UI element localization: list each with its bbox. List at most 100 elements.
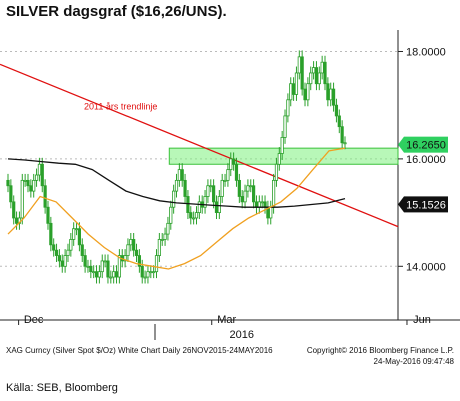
- candle-body: [217, 196, 221, 213]
- candle-body: [60, 260, 64, 267]
- candle-body: [194, 212, 199, 219]
- candle-body: [37, 163, 42, 176]
- last-price-label-pointer: [398, 136, 404, 153]
- labels-layer: 16.2650 15.1526: [398, 136, 448, 213]
- candle-body: [340, 126, 344, 144]
- trendline: [0, 63, 399, 228]
- candle-body: [192, 217, 196, 220]
- candle-body: [206, 185, 210, 197]
- candle-body: [189, 212, 193, 219]
- candle-body: [20, 179, 24, 219]
- y-tick-label: 14.0000: [406, 261, 446, 273]
- x-tick-label: Dec: [24, 314, 44, 326]
- x-tick-label: Mar: [217, 314, 236, 326]
- candle-body: [72, 228, 76, 240]
- candle-body: [329, 88, 333, 101]
- candle-body: [331, 88, 336, 106]
- candle-body: [203, 196, 207, 208]
- candle-body: [169, 206, 173, 224]
- candle-body: [337, 115, 341, 128]
- ma-price-label: 15.1526: [406, 199, 446, 211]
- candle-body: [280, 137, 284, 154]
- candle-body: [40, 163, 44, 187]
- candle-body: [77, 228, 81, 246]
- candle-body: [66, 249, 70, 256]
- candle-body: [172, 190, 176, 208]
- x-tick-label: Jun: [413, 314, 431, 326]
- candle-body: [152, 271, 156, 274]
- source-note: Källa: SEB, Bloomberg: [6, 382, 118, 394]
- candle-body: [146, 271, 150, 278]
- candle-body: [326, 83, 330, 101]
- footer-left: XAG Curncy (Silver Spot $/Oz) White Char…: [6, 346, 273, 355]
- candle-body: [311, 67, 316, 74]
- candle-body: [220, 179, 224, 197]
- candle-body: [109, 276, 113, 279]
- candle-body: [246, 185, 250, 192]
- candle-body: [34, 174, 39, 181]
- candle-body: [129, 239, 133, 246]
- candle-body: [229, 158, 233, 171]
- candle-body: [186, 196, 190, 213]
- candle-body: [214, 201, 219, 213]
- candle-body: [297, 56, 301, 74]
- candle-body: [32, 179, 36, 192]
- candle-body: [163, 233, 167, 240]
- candle-body: [232, 158, 236, 165]
- candle-body: [112, 271, 116, 278]
- candle-body: [54, 249, 59, 256]
- candle-body: [57, 255, 62, 262]
- candle-body: [252, 185, 256, 203]
- candle-body: [140, 265, 144, 278]
- candle-body: [294, 72, 299, 95]
- candle-body: [100, 260, 104, 273]
- candle-body: [277, 153, 281, 165]
- candle-body: [23, 179, 27, 182]
- candle-body: [243, 190, 247, 203]
- candle-body: [117, 255, 121, 278]
- trendline-label: 2011 års trendlinje: [84, 101, 157, 111]
- ma-long-line: [7, 147, 346, 270]
- candle-body: [223, 179, 227, 182]
- candle-body: [183, 179, 187, 197]
- candle-body: [6, 179, 10, 187]
- candle-body: [69, 239, 73, 251]
- candle-body: [97, 271, 101, 278]
- candle-body: [249, 185, 253, 188]
- candle-body: [114, 271, 119, 278]
- candle-body: [14, 217, 19, 224]
- candle-body: [160, 239, 164, 241]
- candle-body: [257, 201, 261, 208]
- candle-body: [52, 244, 56, 251]
- candle-body: [123, 255, 127, 262]
- candle-body: [43, 185, 47, 208]
- candle-body: [209, 185, 213, 188]
- candle-body: [317, 72, 321, 85]
- candle-body: [157, 239, 161, 256]
- candle-body: [106, 260, 110, 278]
- candle-body: [180, 169, 184, 181]
- candle-body: [240, 196, 244, 203]
- candle-body: [46, 206, 50, 224]
- candle-body: [269, 206, 273, 219]
- x-year-label: 2016: [229, 329, 253, 341]
- candle-body: [26, 179, 30, 187]
- y-tick-label: 16.0000: [406, 154, 446, 166]
- y-tick-label: 18.0000: [406, 46, 446, 58]
- candle-body: [177, 169, 181, 181]
- last-price-label-box: [404, 136, 448, 153]
- ma-price-label-box: [404, 196, 448, 213]
- candle-body: [320, 61, 324, 74]
- candle-body: [134, 249, 139, 256]
- candle-body: [291, 83, 296, 95]
- plot-frame: [0, 30, 460, 321]
- moving-average-layer: [7, 147, 346, 270]
- candle-body: [314, 67, 319, 85]
- candle-body: [149, 271, 153, 274]
- footer-timestamp: 24-May-2016 09:47:48: [374, 357, 455, 366]
- candle-body: [309, 72, 313, 85]
- candle-body: [234, 163, 239, 181]
- candle-body: [49, 222, 53, 246]
